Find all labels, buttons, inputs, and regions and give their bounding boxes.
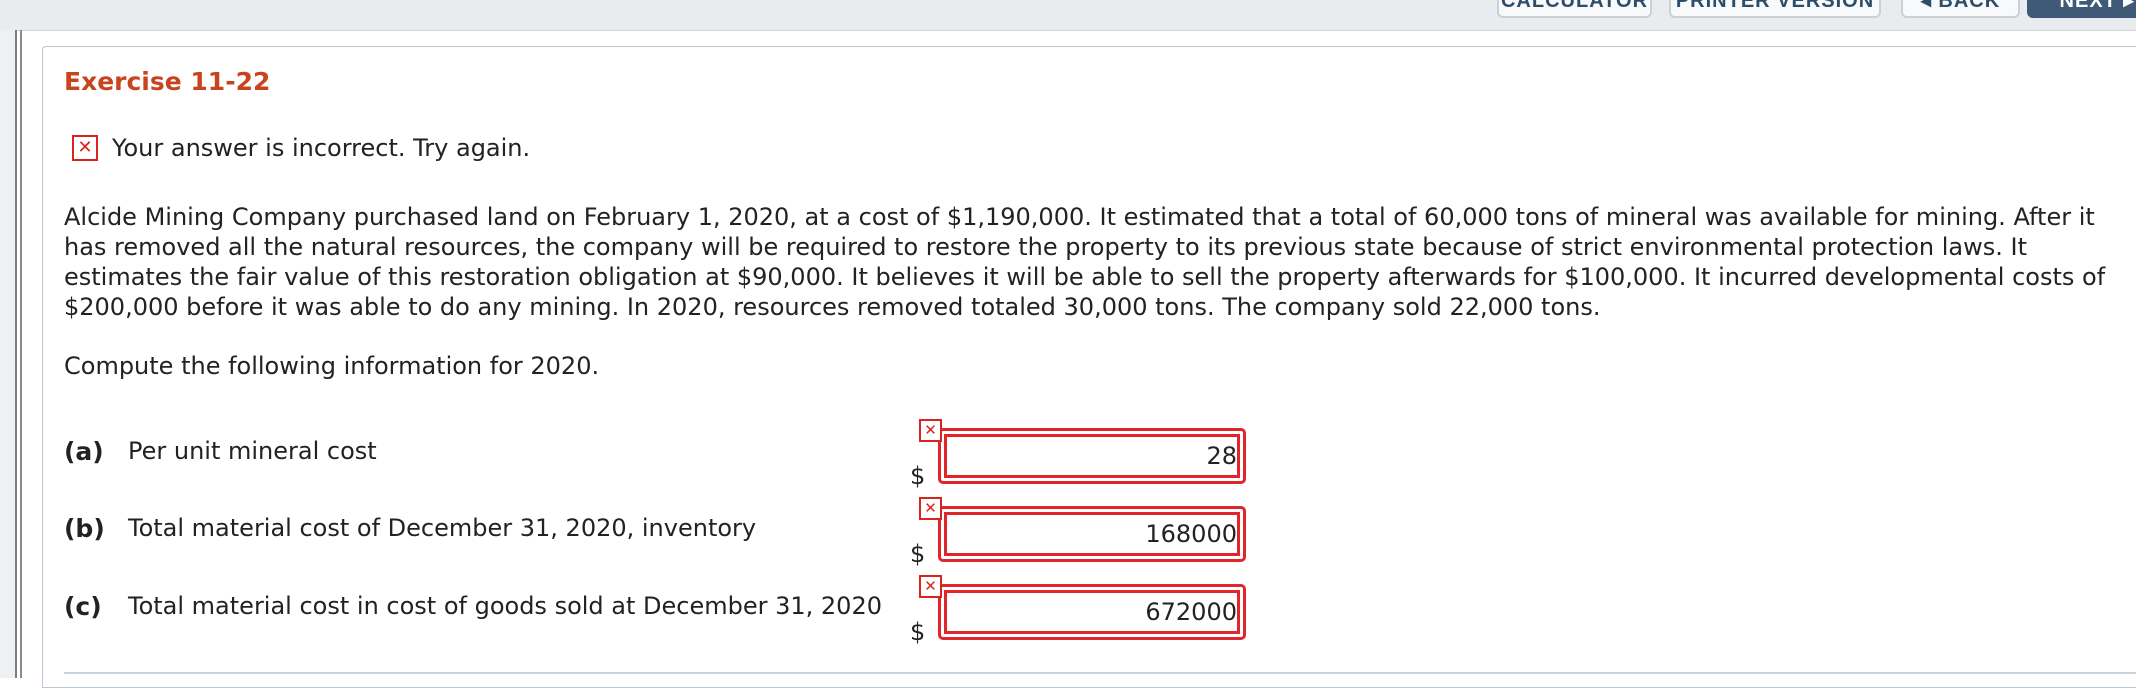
answer-box-b: [938, 506, 1246, 562]
question-a-letter: (a): [64, 437, 104, 466]
instructions: Compute the following information for 20…: [64, 352, 600, 380]
answer-input-b[interactable]: [949, 517, 1241, 551]
x-icon: ✕: [72, 135, 98, 161]
back-button[interactable]: ◂ BACK: [1901, 0, 2020, 18]
calculator-button[interactable]: CALCULATOR: [1497, 0, 1652, 18]
next-button[interactable]: NEXT ▸: [2027, 0, 2136, 18]
x-icon: ✕: [919, 419, 942, 442]
answer-box-c: [938, 584, 1246, 640]
answer-input-c[interactable]: [949, 595, 1241, 629]
question-b-label: Total material cost of December 31, 2020…: [128, 514, 757, 542]
divider: [64, 672, 2136, 674]
currency-symbol: $: [910, 540, 926, 568]
x-icon: ✕: [919, 497, 942, 520]
currency-symbol: $: [910, 462, 926, 490]
left-rail-divider: [20, 30, 22, 678]
feedback-message: Your answer is incorrect. Try again.: [112, 134, 531, 162]
problem-text: Alcide Mining Company purchased land on …: [64, 203, 2106, 321]
top-toolbar: CALCULATOR PRINTER VERSION ◂ BACK NEXT ▸: [0, 0, 2136, 31]
answer-box-a: [938, 428, 1246, 484]
x-icon: ✕: [919, 575, 942, 598]
question-panel: [42, 46, 2136, 688]
exercise-title: Exercise 11-22: [64, 67, 271, 96]
printer-version-button[interactable]: PRINTER VERSION: [1669, 0, 1881, 18]
question-b-letter: (b): [64, 514, 105, 543]
question-c-letter: (c): [64, 592, 102, 621]
left-rail: [0, 30, 17, 678]
question-c-label: Total material cost in cost of goods sol…: [128, 592, 882, 620]
answer-input-a[interactable]: [949, 439, 1241, 473]
currency-symbol: $: [910, 618, 926, 646]
question-a-label: Per unit mineral cost: [128, 437, 377, 465]
